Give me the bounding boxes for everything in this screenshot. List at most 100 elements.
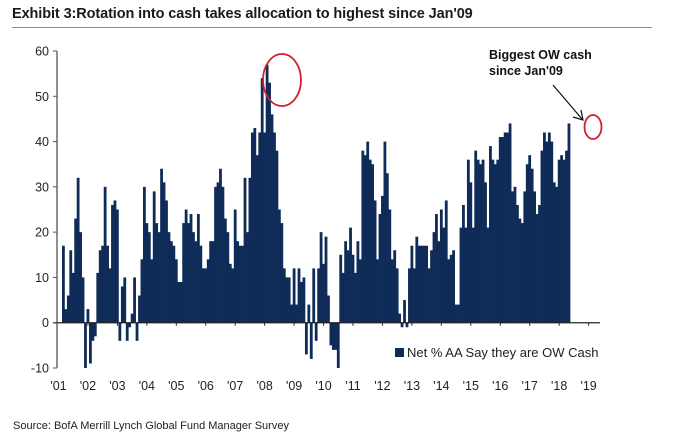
bar: [496, 159, 500, 323]
bar: [297, 268, 301, 323]
bar: [550, 141, 554, 323]
bar: [361, 150, 365, 323]
bar: [120, 286, 124, 323]
bar: [79, 232, 82, 323]
bar: [334, 322, 338, 350]
bar: [172, 245, 176, 323]
bar: [466, 159, 470, 323]
bar: [64, 309, 68, 323]
bar: [501, 137, 505, 323]
bar: [486, 227, 490, 323]
bar: [390, 259, 394, 323]
bar: [417, 245, 421, 323]
bar: [226, 232, 230, 323]
bar: [169, 241, 173, 323]
bar: [182, 223, 186, 323]
bar: [317, 268, 321, 323]
bar: [565, 150, 568, 323]
bar: [508, 123, 512, 323]
bar: [479, 164, 483, 323]
bar: [420, 245, 424, 323]
bar: [93, 322, 97, 337]
bar: [140, 259, 144, 323]
bar: [506, 132, 509, 323]
x-tick-label: '17: [522, 379, 538, 393]
bar: [189, 214, 193, 323]
bar: [538, 204, 541, 323]
bar: [368, 159, 372, 323]
bar: [211, 241, 215, 323]
bar: [459, 227, 463, 323]
bar: [130, 313, 134, 323]
bar: [562, 159, 566, 323]
bar: [300, 281, 303, 323]
bar: [476, 159, 480, 323]
bar: [196, 214, 200, 323]
bar: [162, 182, 166, 323]
bar: [216, 182, 220, 323]
bar: [489, 146, 492, 323]
bar: [103, 186, 107, 323]
bar: [125, 322, 129, 341]
bar: [101, 245, 105, 323]
bar: [363, 155, 367, 323]
bar: [285, 277, 289, 323]
bar: [493, 164, 497, 323]
bar: [106, 245, 109, 323]
bar: [545, 141, 549, 323]
bar: [302, 277, 306, 323]
bar: [535, 214, 539, 323]
bar: [231, 268, 235, 323]
bar: [155, 223, 159, 323]
bar: [516, 204, 519, 323]
bar: [86, 309, 90, 323]
bar: [395, 268, 399, 323]
bar: [123, 277, 127, 323]
bar: [327, 295, 330, 323]
bar: [376, 259, 379, 323]
bar: [498, 137, 502, 323]
y-tick-label: 20: [35, 226, 49, 240]
bar: [371, 164, 375, 323]
annotation-arrow: [552, 84, 584, 121]
bar: [354, 272, 357, 323]
x-tick-label: '06: [198, 379, 214, 393]
bars-group: [62, 64, 571, 368]
bar: [282, 268, 286, 323]
bar: [304, 322, 308, 355]
bar: [525, 164, 529, 323]
bar: [147, 232, 151, 323]
bar: [219, 168, 222, 323]
bar: [135, 322, 139, 341]
legend-label: Net % AA Say they are OW Cash: [407, 345, 598, 360]
bar: [258, 132, 262, 323]
bar: [81, 277, 85, 323]
bar: [344, 241, 348, 323]
bar: [491, 159, 495, 323]
bar: [209, 241, 213, 323]
bar: [560, 155, 563, 323]
bar: [484, 182, 487, 323]
bar: [346, 250, 350, 323]
bar: [341, 272, 345, 323]
bar: [184, 209, 188, 323]
bar: [457, 304, 460, 323]
bar: [523, 191, 527, 323]
x-tick-label: '13: [404, 379, 420, 393]
bar: [349, 227, 352, 323]
bar: [469, 182, 473, 323]
y-tick-label: 30: [35, 180, 49, 194]
x-tick-label: '08: [257, 379, 273, 393]
bar: [412, 268, 416, 323]
bar: [74, 218, 78, 323]
x-tick-label: '02: [80, 379, 96, 393]
annotation-line-2: since Jan'09: [489, 64, 563, 78]
x-tick-label: '03: [109, 379, 125, 393]
bar: [439, 209, 443, 323]
bar: [513, 186, 517, 323]
bar: [567, 123, 571, 323]
source-note: Source: BofA Merrill Lynch Global Fund M…: [13, 420, 289, 432]
bar: [150, 259, 154, 323]
bar: [398, 313, 402, 323]
bar: [275, 150, 279, 323]
